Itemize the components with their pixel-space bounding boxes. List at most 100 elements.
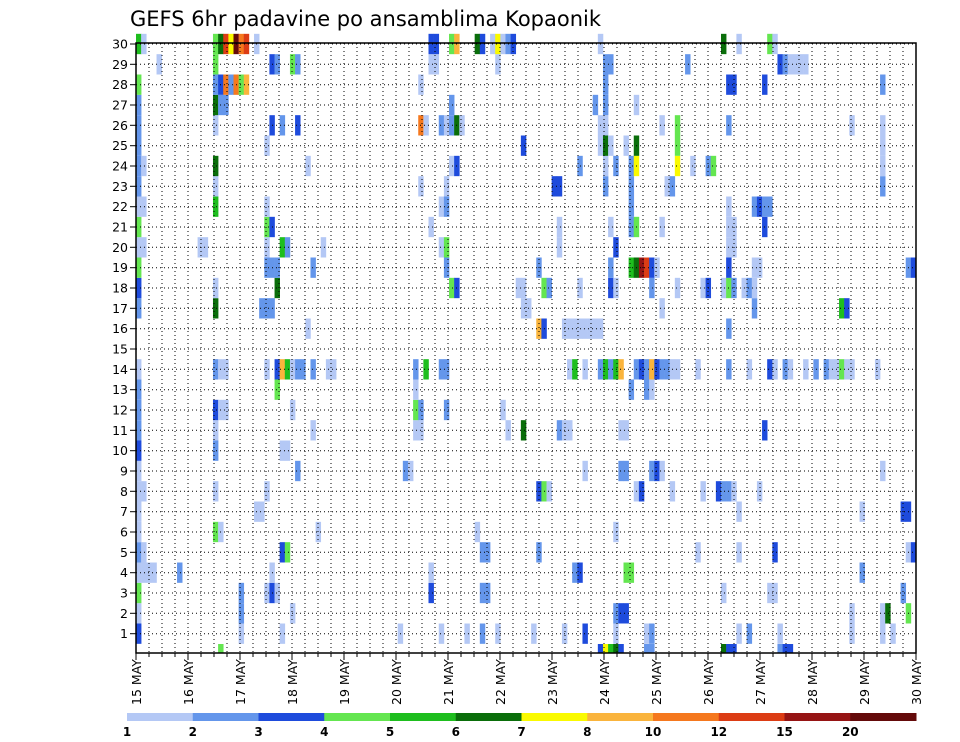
heatmap-cell	[264, 135, 270, 156]
heatmap-cell	[608, 257, 614, 278]
heatmap-cell	[136, 501, 142, 522]
heatmap-cell	[721, 33, 727, 55]
heatmap-cell	[746, 277, 753, 299]
heatmap-cell	[582, 460, 588, 482]
x-axis: 15 MAY 16 MAY 17 MAY 18 MAY 19 MAY 20 MAY 21 M…	[129, 653, 924, 705]
heatmap-cell	[608, 277, 614, 299]
heatmap-cell	[659, 115, 665, 136]
heatmap-cell	[479, 623, 486, 644]
heatmap-cell	[223, 399, 229, 421]
heatmap-cell	[715, 481, 722, 502]
colorbar-swatch	[587, 713, 654, 721]
colorbar-swatch	[455, 713, 522, 721]
heatmap-cell	[449, 277, 455, 299]
x-tick-label: 18 MAY	[285, 659, 300, 705]
y-tick-label: 27	[112, 98, 128, 113]
heatmap-cell	[756, 196, 763, 217]
heatmap-cell	[428, 582, 434, 604]
heatmap-cell	[264, 237, 270, 258]
heatmap-cell	[212, 481, 219, 502]
colorbar-label: 15	[776, 725, 793, 739]
heatmap-cell	[623, 603, 629, 624]
heatmap-cell	[700, 277, 706, 299]
heatmap-cell	[572, 562, 578, 583]
heatmap-cell	[782, 359, 789, 380]
y-tick-label: 14	[112, 362, 128, 377]
y-tick-label: 19	[112, 260, 128, 275]
colorbar-swatch	[127, 713, 194, 721]
heatmap-cell	[515, 277, 522, 299]
heatmap-cell	[484, 542, 491, 563]
heatmap-cell	[407, 460, 414, 482]
heatmap-cell	[295, 54, 301, 75]
heatmap-cell	[136, 33, 142, 55]
heatmap-cell	[438, 196, 445, 217]
heatmap-cell	[654, 257, 660, 278]
heatmap-cell	[136, 94, 142, 116]
y-tick-label: 16	[112, 321, 128, 336]
heatmap-cell	[567, 359, 573, 380]
heatmap-cell	[238, 582, 245, 604]
heatmap-cell	[295, 460, 301, 482]
heatmap-cell	[772, 33, 778, 55]
heatmap-cell	[602, 155, 609, 177]
heatmap-cell	[628, 257, 635, 278]
heatmap-cell	[638, 359, 645, 380]
y-tick-label: 29	[112, 57, 128, 72]
heatmap-cell	[623, 420, 629, 441]
heatmap-cell	[238, 74, 245, 95]
heatmap-cell	[212, 277, 219, 299]
heatmap-cell	[238, 33, 245, 55]
colorbar-label: 7	[517, 725, 525, 739]
heatmap-cell	[721, 644, 727, 653]
heatmap-cell	[839, 359, 845, 380]
y-tick-label: 1	[120, 626, 128, 641]
heatmap-cell	[464, 623, 470, 644]
heatmap-cell	[587, 318, 594, 339]
heatmap-cell	[602, 176, 609, 197]
heatmap-cell	[613, 603, 619, 624]
heatmap-cell	[402, 460, 409, 482]
heatmap-cell	[243, 74, 250, 95]
heatmap-cell	[259, 501, 265, 522]
heatmap-cell	[664, 176, 670, 197]
heatmap-cell	[721, 481, 727, 502]
heatmap-cell	[156, 54, 162, 75]
heatmap-cell	[443, 196, 450, 217]
heatmap-cell	[536, 318, 542, 339]
heatmap-cell	[223, 359, 229, 380]
colorbar-label: 2	[189, 725, 197, 739]
heatmap-cell	[443, 359, 450, 380]
x-tick-label: 22 MAY	[493, 659, 508, 705]
heatmap-cell	[880, 176, 886, 197]
heatmap-cell	[644, 359, 650, 380]
x-tick-label: 24 MAY	[597, 659, 612, 705]
heatmap-cell	[320, 237, 327, 258]
heatmap-cell	[721, 277, 727, 299]
heatmap-cell	[136, 399, 142, 421]
colorbar-label: 8	[583, 725, 591, 739]
heatmap-cell	[136, 420, 142, 441]
heatmap-cell	[772, 542, 778, 563]
heatmap-cell	[413, 379, 419, 400]
heatmap-cell	[300, 359, 306, 380]
heatmap-cell	[459, 115, 465, 136]
heatmap-cell	[484, 582, 491, 604]
heatmap-cell	[331, 359, 337, 380]
heatmap-cell	[659, 359, 665, 380]
y-tick-label: 21	[112, 220, 128, 235]
heatmap-cell	[613, 623, 619, 644]
heatmap-cell	[628, 379, 635, 400]
y-tick-label: 22	[112, 199, 128, 214]
y-tick-label: 30	[112, 37, 128, 52]
heatmap-cell	[136, 460, 142, 482]
heatmap-cell	[141, 33, 147, 55]
heatmap-cell	[274, 54, 280, 75]
heatmap-cell	[751, 257, 758, 278]
heatmap-cell	[787, 644, 794, 653]
heatmap-cell	[500, 33, 506, 55]
heatmap-cell	[556, 237, 563, 258]
heatmap-cell	[438, 115, 445, 136]
heatmap-cell	[212, 155, 219, 177]
colorbar-swatch	[653, 713, 720, 721]
